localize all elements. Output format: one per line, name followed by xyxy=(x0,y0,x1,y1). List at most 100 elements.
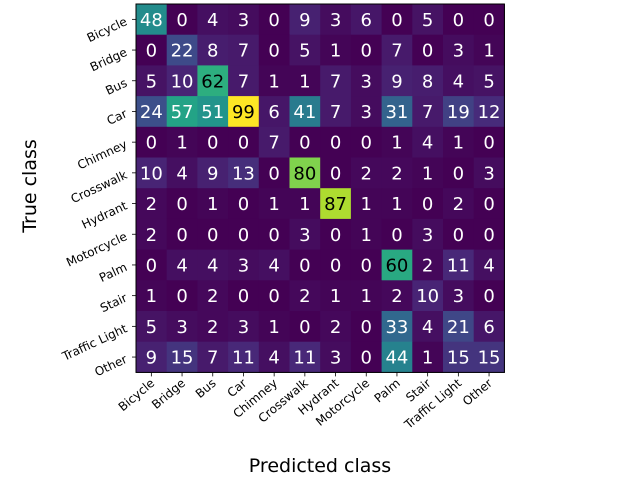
heatmap-cell xyxy=(136,341,168,373)
heatmap-cell xyxy=(166,4,198,36)
cell-value-label: 13 xyxy=(232,163,255,184)
heatmap-cell xyxy=(320,311,352,343)
cell-value-label: 0 xyxy=(207,225,218,246)
cell-value-label: 1 xyxy=(268,317,279,338)
heatmap-cell xyxy=(381,280,413,312)
heatmap-cell xyxy=(320,341,352,373)
heatmap-cell xyxy=(412,65,444,97)
heatmap-cell xyxy=(473,65,505,97)
heatmap-cell xyxy=(320,34,352,66)
heatmap-cell xyxy=(258,65,290,97)
cell-value-label: 60 xyxy=(385,255,408,276)
cell-value-label: 1 xyxy=(330,41,341,62)
cell-value-label: 7 xyxy=(330,102,341,123)
y-tick-label: Bicycle xyxy=(85,14,130,45)
cell-value-label: 0 xyxy=(361,41,372,62)
heatmap-cell xyxy=(412,126,444,158)
heatmap-cell xyxy=(166,126,198,158)
heatmap-cell xyxy=(258,218,290,251)
heatmap-cell xyxy=(228,341,260,373)
cell-value-label: 3 xyxy=(238,10,249,31)
heatmap-cell xyxy=(412,4,444,36)
heatmap-cell xyxy=(443,4,475,36)
heatmap-cell xyxy=(289,249,321,281)
heatmap-cell xyxy=(350,157,383,189)
heatmap-cell xyxy=(258,188,290,220)
cell-value-label: 1 xyxy=(361,225,372,246)
y-tick-label: Stair xyxy=(98,291,129,316)
heatmap-cell xyxy=(350,65,383,97)
cell-value-label: 2 xyxy=(391,286,402,307)
cell-value-label: 15 xyxy=(171,348,194,369)
cell-value-label: 0 xyxy=(483,286,494,307)
cell-value-label: 0 xyxy=(207,133,218,154)
cell-value-label: 9 xyxy=(299,10,310,31)
cell-value-label: 3 xyxy=(422,225,433,246)
cell-value-label: 2 xyxy=(422,255,433,276)
heatmap-cell xyxy=(228,4,260,36)
cell-value-label: 3 xyxy=(361,71,372,92)
heatmap-cell xyxy=(350,341,383,373)
heatmap-cell xyxy=(473,34,505,66)
heatmap-cell xyxy=(197,249,229,281)
heatmap-cell xyxy=(136,249,168,281)
cell-value-label: 0 xyxy=(176,194,187,215)
heatmap-cell xyxy=(443,65,475,97)
heatmap-cell xyxy=(136,34,168,66)
heatmap-cell xyxy=(136,4,168,36)
cell-value-label: 4 xyxy=(207,255,218,276)
cell-value-label: 0 xyxy=(453,163,464,184)
heatmap-cell xyxy=(166,218,198,251)
cell-value-label: 6 xyxy=(483,317,494,338)
heatmap-cell xyxy=(197,157,229,189)
cell-value-label: 3 xyxy=(176,317,187,338)
heatmap-cell xyxy=(197,188,229,220)
heatmap-cell xyxy=(197,126,229,158)
cell-value-label: 1 xyxy=(483,41,494,62)
x-tick-label: Bus xyxy=(193,376,219,401)
heatmap-cell xyxy=(412,157,444,189)
heatmap-cell xyxy=(258,280,290,312)
heatmap-cell xyxy=(289,280,321,312)
x-tick-label: Palm xyxy=(372,376,403,405)
cell-value-label: 0 xyxy=(238,194,249,215)
cell-value-label: 2 xyxy=(453,194,464,215)
heatmap-cell xyxy=(443,96,475,128)
heatmap-cell xyxy=(350,188,383,220)
cell-value-label: 1 xyxy=(422,163,433,184)
heatmap-cell xyxy=(350,311,383,343)
cell-value-label: 3 xyxy=(483,163,494,184)
cell-value-label: 0 xyxy=(483,194,494,215)
cell-value-label: 5 xyxy=(422,10,433,31)
heatmap-cell xyxy=(258,126,290,158)
x-tick-label: Bicycle xyxy=(116,376,158,414)
cell-value-label: 0 xyxy=(176,10,187,31)
cell-value-label: 0 xyxy=(483,133,494,154)
heatmap-cell xyxy=(381,96,413,128)
cell-value-label: 15 xyxy=(478,348,501,369)
cell-value-label: 0 xyxy=(238,286,249,307)
heatmap-cell xyxy=(136,280,168,312)
heatmap-cell xyxy=(197,34,229,66)
heatmap-cell xyxy=(166,188,198,220)
heatmap-cell xyxy=(443,126,475,158)
heatmap-cell-labels: 48 0 4 3 0 9 3 6 0 5 0 00 22 8 7 0 5 1 0 7 0 3 15 10 62 7 1 1 7 3 9 8 4 5… xyxy=(140,10,501,369)
y-tick-label: Car xyxy=(105,106,130,127)
y-tick-label: Hydrant xyxy=(80,198,130,231)
cell-value-label: 1 xyxy=(330,286,341,307)
heatmap-cell xyxy=(166,311,198,343)
cell-value-label: 4 xyxy=(268,255,279,276)
cell-value-label: 7 xyxy=(238,71,249,92)
heatmap-cell xyxy=(258,157,290,189)
cell-value-label: 0 xyxy=(330,163,341,184)
cell-value-label: 7 xyxy=(422,102,433,123)
y-tick-label: Other xyxy=(92,352,129,379)
cell-value-label: 5 xyxy=(299,41,310,62)
heatmap-cell xyxy=(258,249,290,281)
cell-value-label: 9 xyxy=(391,71,402,92)
cell-value-label: 99 xyxy=(232,102,255,123)
heatmap-cell xyxy=(443,249,475,281)
y-axis-label: True class xyxy=(19,139,41,234)
